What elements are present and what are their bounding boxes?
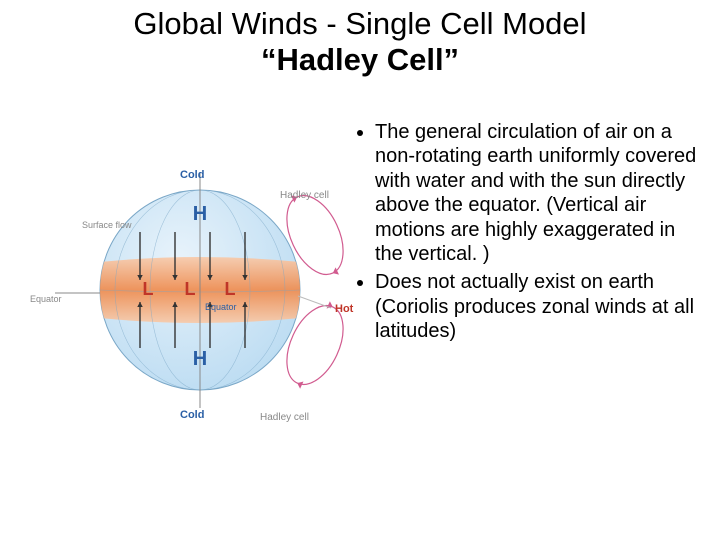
annotation-hot: Hot	[335, 303, 354, 315]
bullet-item: The general circulation of air on a non-…	[375, 120, 700, 266]
pressure-h-label: H	[193, 203, 207, 225]
bullet-list: The general circulation of air on a non-…	[355, 120, 700, 520]
diagram-svg: H H L L L Cold Cold Hot Equator Equator Surface fl…	[30, 120, 355, 480]
slide: Global Winds - Single Cell Model “Hadley…	[0, 0, 720, 540]
content-row: H H L L L Cold Cold Hot Equator Equator Surface fl…	[30, 120, 700, 520]
annotation-cold_bottom: Cold	[180, 409, 204, 421]
annotation-surface: Surface flow	[82, 220, 132, 230]
annotation-equator_ext: Equator	[30, 294, 62, 304]
title-line1: Global Winds - Single Cell Model	[133, 6, 586, 41]
title-line2: “Hadley Cell”	[261, 42, 459, 77]
annotation-hadley_top: Hadley cell	[280, 190, 329, 201]
annotation-cold_top: Cold	[180, 169, 204, 181]
annotation-equator_int: Equator	[205, 302, 237, 312]
slide-title: Global Winds - Single Cell Model “Hadley…	[0, 6, 720, 77]
bullet-ul: The general circulation of air on a non-…	[355, 120, 700, 344]
pressure-l-label: L	[225, 279, 236, 299]
hadley-cell-diagram: H H L L L Cold Cold Hot Equator Equator Surface fl…	[30, 120, 355, 520]
bullet-item: Does not actually exist on earth (Coriol…	[375, 270, 700, 343]
pressure-l-label: L	[143, 279, 154, 299]
pressure-l-label: L	[185, 279, 196, 299]
annotation-hadley_bot: Hadley cell	[260, 412, 309, 423]
pressure-h-label: H	[193, 348, 207, 370]
